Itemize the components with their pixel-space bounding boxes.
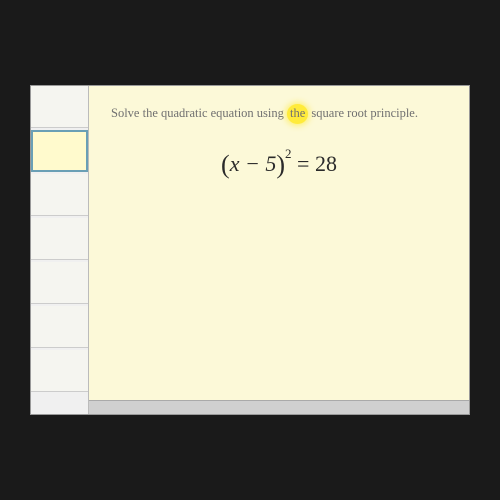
- right-paren: ): [276, 150, 285, 179]
- presentation-frame: Solve the quadratic equation using the s…: [30, 85, 470, 415]
- exponent: 2: [285, 146, 292, 161]
- thumb-2[interactable]: [31, 130, 88, 172]
- equation: (x − 5)2 = 28: [111, 150, 447, 180]
- thumb-6[interactable]: [31, 306, 88, 348]
- instruction-post: square root principle.: [308, 106, 418, 120]
- thumb-3[interactable]: [31, 174, 88, 216]
- inner-expression: x − 5: [230, 151, 277, 176]
- thumb-1[interactable]: [31, 86, 88, 128]
- equals: =: [292, 151, 315, 176]
- equation-expression: (x − 5)2 = 28: [221, 150, 337, 180]
- thumb-5[interactable]: [31, 262, 88, 304]
- thumb-7[interactable]: [31, 350, 88, 392]
- slide-canvas: Solve the quadratic equation using the s…: [89, 86, 469, 414]
- left-paren: (: [221, 150, 230, 179]
- highlight-word: the: [287, 104, 308, 124]
- instruction-pre: Solve the quadratic equation using: [111, 106, 287, 120]
- instruction-text: Solve the quadratic equation using the s…: [111, 104, 447, 124]
- slide-thumbnails: [31, 86, 89, 414]
- bottom-scrollbar[interactable]: [89, 400, 469, 414]
- rhs: 28: [315, 151, 337, 176]
- thumb-4[interactable]: [31, 218, 88, 260]
